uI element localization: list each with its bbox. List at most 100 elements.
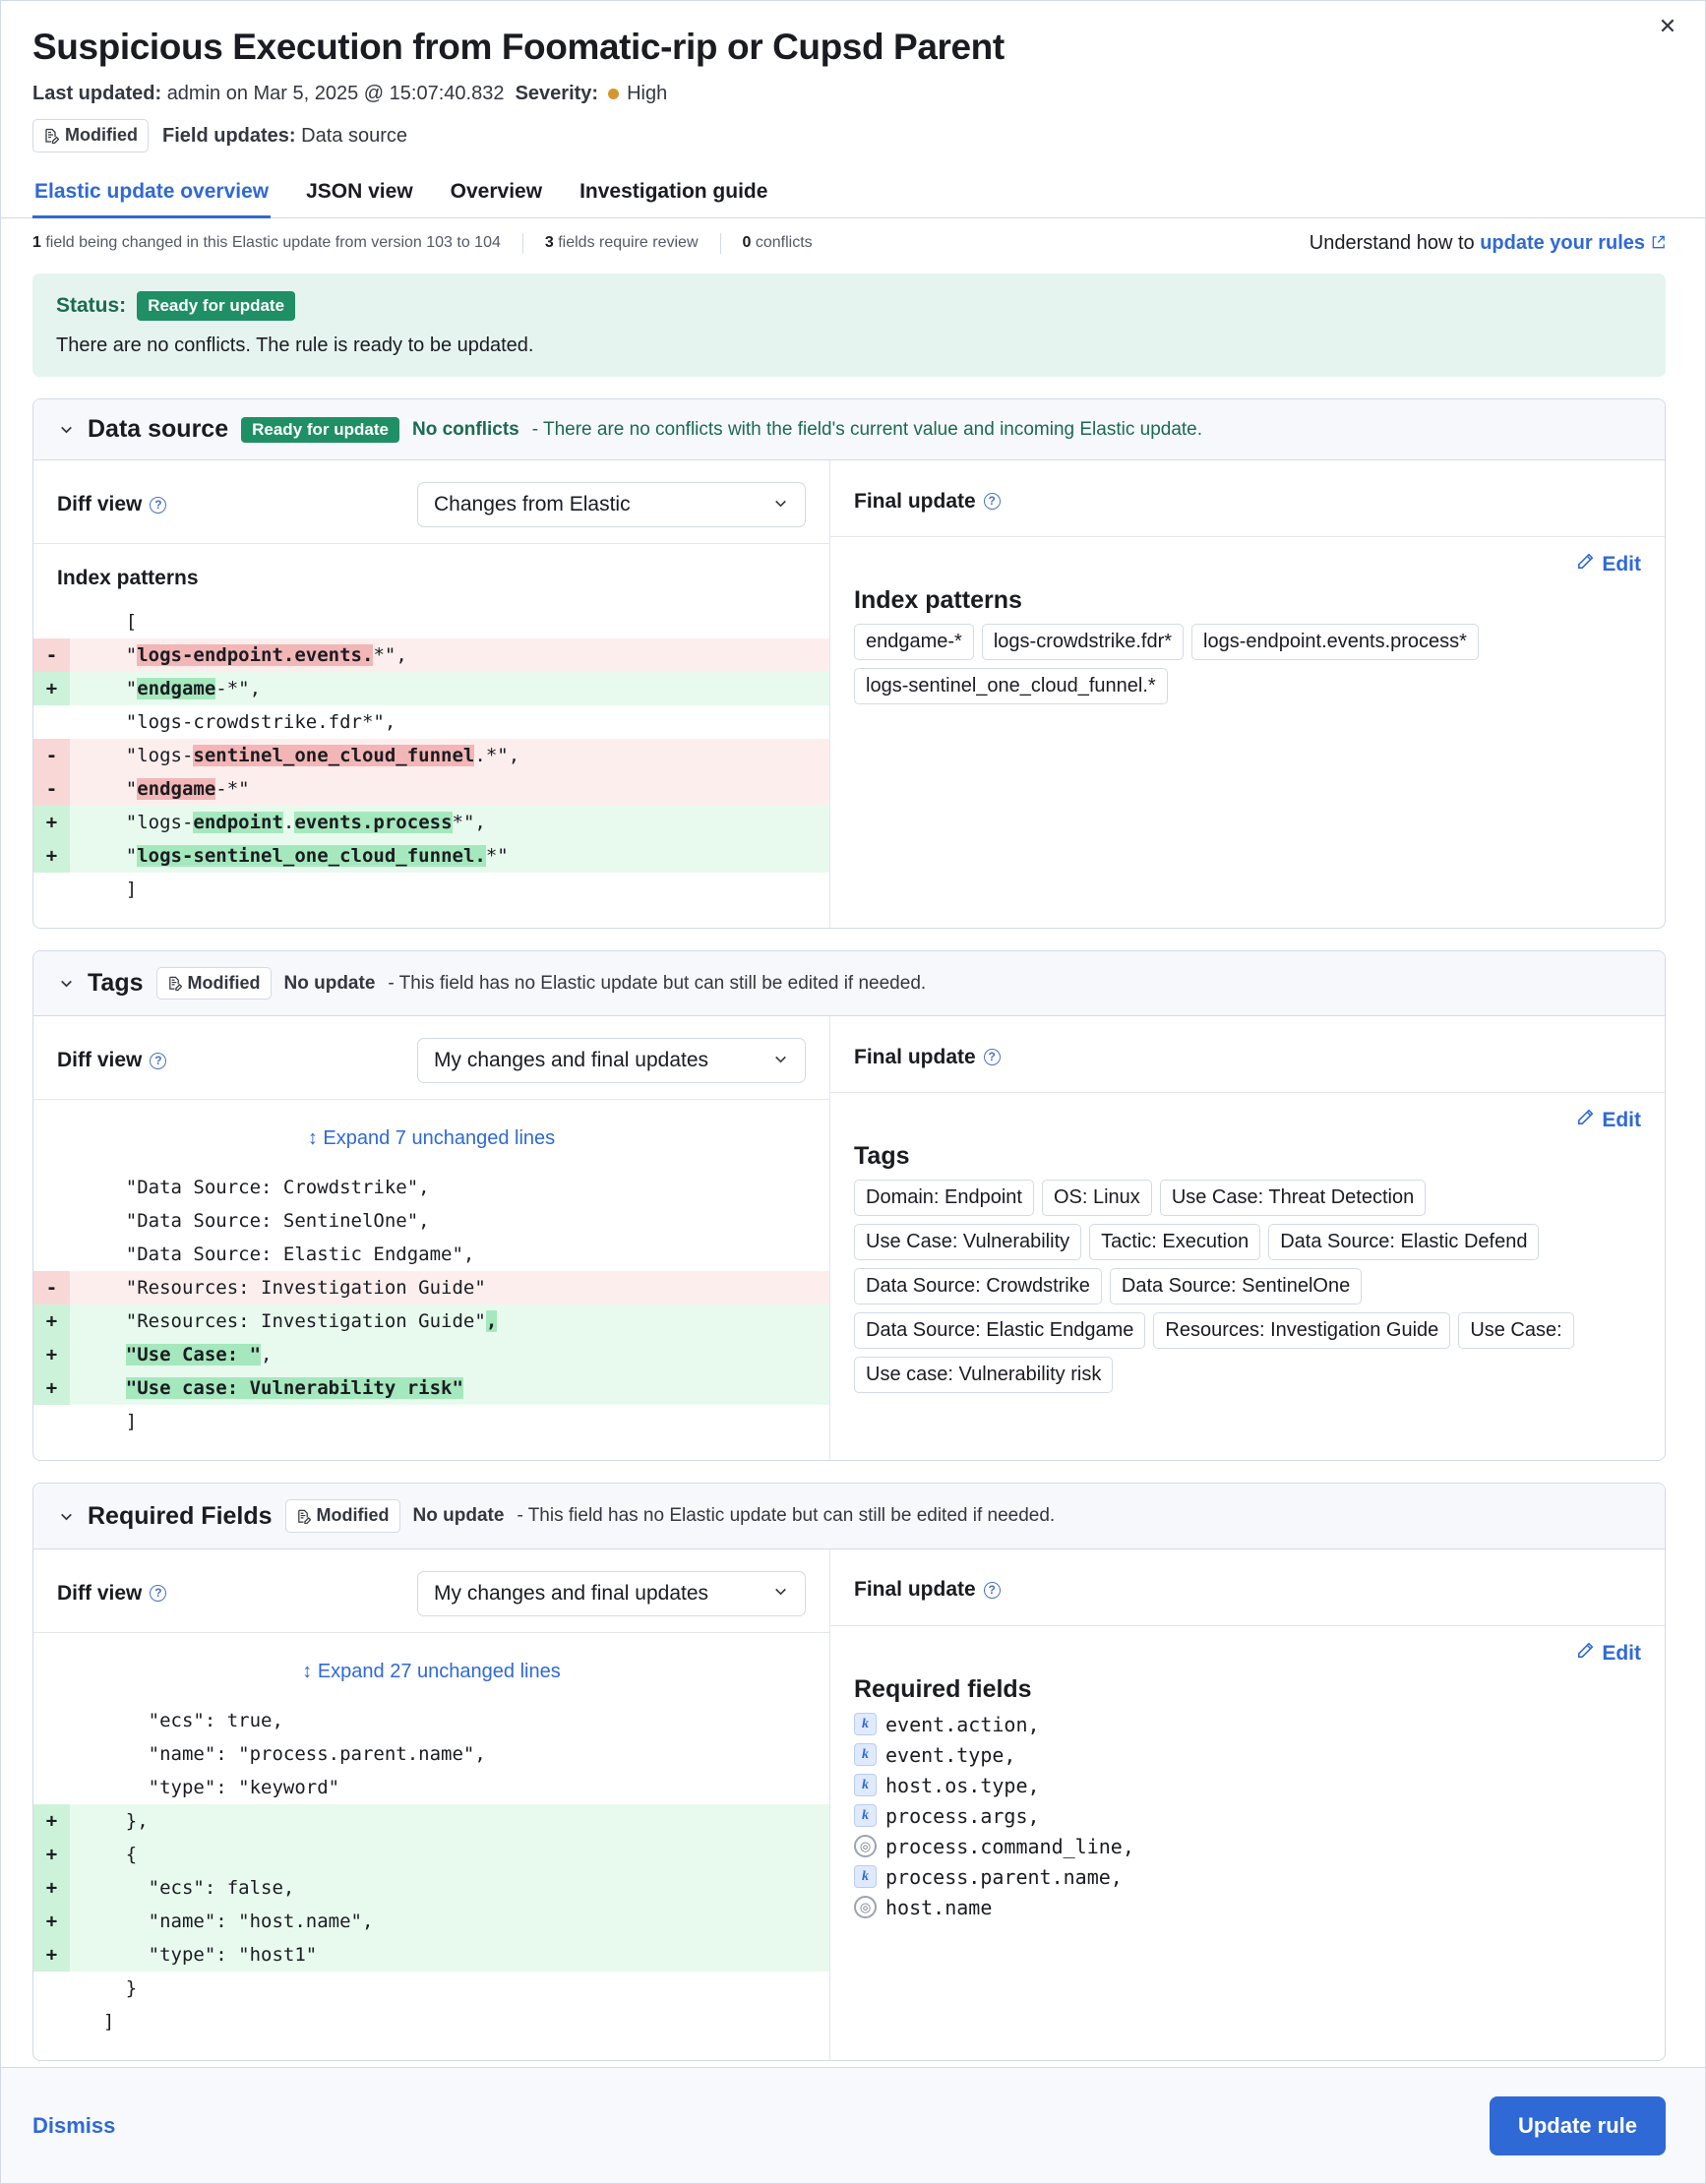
diff-line-text: ] (81, 2010, 115, 2032)
diff-line-text: } (81, 1976, 138, 1999)
diff-column: Diff view ? My changes and final updates (33, 1548, 830, 2060)
chip: Use case: Vulnerability risk (854, 1357, 1114, 1394)
panel-conflict-desc: - There are no conflicts with the field'… (531, 418, 1203, 440)
diff-column-header: Diff view ? My changes and final updates (33, 1549, 829, 1633)
diff-line: + "logs-endpoint.events.process*", (33, 806, 829, 840)
diff-view-select[interactable]: Changes from Elastic (417, 482, 806, 528)
expand-label: Expand 27 unchanged lines (317, 1660, 561, 1682)
required-field-item: k event.type, (854, 1743, 1641, 1767)
final-update-label: Final update (854, 1578, 976, 1602)
update-rule-button[interactable]: Update rule (1489, 2095, 1666, 2155)
callout-description: There are no conflicts. The rule is read… (56, 334, 534, 357)
diff-line: [ (33, 605, 829, 638)
ready-for-update-badge: Ready for update (137, 290, 296, 322)
help-icon[interactable]: ? (150, 1585, 167, 1603)
keyword-type-icon: k (854, 1774, 877, 1797)
diff-marker: + (33, 1371, 70, 1406)
diff-view-select-value: My changes and final updates (434, 1049, 709, 1072)
final-update-label-group: Final update ? (854, 490, 1001, 514)
diff-line-text: { (81, 1843, 138, 1865)
final-tags-title: Tags (854, 1142, 910, 1171)
edit-button[interactable]: Edit (1576, 1109, 1641, 1132)
help-icon[interactable]: ? (983, 1581, 1001, 1599)
expand-unchanged-lines-button[interactable]: ↕ Expand 27 unchanged lines (33, 1651, 829, 1704)
diff-view-select[interactable]: My changes and final updates (417, 1038, 806, 1084)
diff-line: + "type": "host1" (33, 1937, 829, 1972)
edit-button[interactable]: Edit (1576, 1642, 1641, 1666)
diff-line: - "Resources: Investigation Guide" (33, 1271, 829, 1305)
diff-line: - "endgame-*" (33, 772, 829, 807)
diff-line: + "Use case: Vulnerability risk" (33, 1371, 829, 1406)
last-updated-value: admin on Mar 5, 2025 @ 15:07:40.832 (166, 83, 505, 105)
help-icon[interactable]: ? (150, 496, 167, 514)
keyword-type-icon: k (854, 1743, 877, 1767)
panel-required-fields: Required Fields Modified No update - Thi… (32, 1483, 1666, 2061)
summary-items: 1 field being changed in this Elastic up… (32, 233, 813, 255)
diff-line: - "logs-endpoint.events.*", (33, 638, 829, 673)
chip: OS: Linux (1041, 1180, 1152, 1217)
status-badge: Modified (32, 119, 149, 152)
update-your-rules-link[interactable]: update your rules (1480, 231, 1645, 254)
help-icon[interactable]: ? (150, 1052, 167, 1069)
panel-header[interactable]: Required Fields Modified No update - Thi… (33, 1484, 1665, 1549)
final-update-content: Edit Index patterns endgame-* logs-crowds… (830, 537, 1665, 728)
help-icon[interactable]: ? (983, 493, 1001, 511)
tab-json-view[interactable]: JSON view (306, 179, 413, 203)
document-edit-icon (43, 128, 59, 145)
diff-line-text: ] (81, 1411, 138, 1433)
chevron-down-icon (772, 1051, 789, 1071)
flyout-footer: Dismiss Update rule (1, 2067, 1705, 2183)
chevron-down-icon[interactable] (57, 421, 75, 439)
chip: logs-sentinel_one_cloud_funnel.* (854, 668, 1168, 705)
tab-overview[interactable]: Overview (450, 179, 543, 203)
panel-title: Data source (88, 415, 229, 444)
final-required-fields-title: Required fields (854, 1674, 1032, 1703)
diff-line-text: "Use Case: ", (125, 1344, 273, 1366)
diff-marker: + (33, 1904, 70, 1938)
final-update-column: Final update ? Edit (830, 1549, 1665, 2060)
field-updates-value: Data source (301, 124, 407, 147)
diff-line-text: "endgame-*", (81, 678, 262, 700)
panel-body: Diff view ? My changes and final updates (33, 1016, 1665, 1461)
diff-lines: "Data Source: Crowdstrike", "Data Source… (33, 1171, 829, 1438)
panel-header[interactable]: Data source Ready for update No conflict… (33, 399, 1665, 461)
chip: Use Case: Threat Detection (1159, 1180, 1427, 1217)
rule-meta: Last updated: admin on Mar 5, 2025 @ 15:… (32, 83, 1666, 105)
diff-marker: + (33, 1937, 70, 1972)
dismiss-button[interactable]: Dismiss (32, 2112, 116, 2138)
edit-button[interactable]: Edit (1576, 553, 1641, 576)
panel-header[interactable]: Tags Modified No update - This field has… (33, 951, 1665, 1017)
chip: Data Source: Elastic Defend (1268, 1224, 1540, 1261)
field-updates-text: Field updates: Data source (162, 125, 407, 148)
chevron-down-icon[interactable] (57, 975, 75, 993)
diff-view-select-value: Changes from Elastic (434, 493, 631, 516)
unknown-type-icon: ◎ (854, 1835, 877, 1858)
required-field-name: event.type, (885, 1742, 1016, 1767)
diff-view-select-value: My changes and final updates (434, 1581, 709, 1605)
tab-investigation-guide[interactable]: Investigation guide (579, 179, 768, 203)
chevron-down-icon (772, 1583, 789, 1604)
diff-view-label-group: Diff view ? (57, 1049, 167, 1072)
chip: Data Source: Crowdstrike (854, 1268, 1102, 1305)
help-icon[interactable]: ? (983, 1049, 1001, 1066)
chip: Tactic: Execution (1089, 1224, 1261, 1261)
required-field-name: host.os.type, (885, 1773, 1040, 1797)
diff-line-text: "type": "keyword" (81, 1776, 340, 1798)
flyout-header: Suspicious Execution from Foomatic-rip o… (1, 1, 1705, 152)
tab-elastic-update-overview[interactable]: Elastic update overview (32, 174, 272, 218)
expand-arrows-icon: ↕ (302, 1660, 313, 1682)
diff-view-select[interactable]: My changes and final updates (417, 1570, 806, 1616)
diff-line-text: "ecs": true, (81, 1709, 283, 1731)
diff-content: ↕ Expand 7 unchanged lines "Data Source:… (33, 1100, 829, 1460)
diff-line: "Data Source: SentinelOne", (33, 1204, 829, 1238)
diff-column: Diff view ? Changes from Elastic Index p… (33, 460, 830, 929)
diff-line-text: [ (81, 611, 138, 634)
edit-label: Edit (1602, 553, 1641, 576)
chevron-down-icon[interactable] (57, 1507, 75, 1525)
final-update-header: Final update ? (830, 460, 1665, 538)
close-icon[interactable]: ✕ (1652, 11, 1683, 42)
expand-unchanged-lines-button[interactable]: ↕ Expand 7 unchanged lines (33, 1118, 829, 1171)
diff-line: + "name": "host.name", (33, 1904, 829, 1938)
panel-conflict-label: No update (283, 972, 376, 994)
